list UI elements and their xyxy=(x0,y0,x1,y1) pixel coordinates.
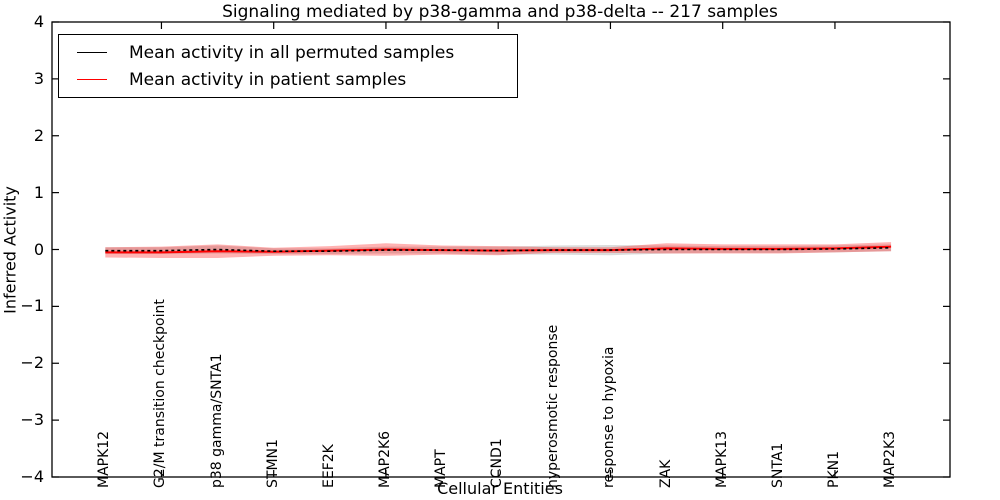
x-category-label: p38 gamma/SNTA1 xyxy=(208,353,225,489)
legend-entry-patient: Mean activity in patient samples xyxy=(59,67,517,93)
legend-label-patient: Mean activity in patient samples xyxy=(129,69,407,90)
x-category-label: response to hypoxia xyxy=(601,346,618,488)
legend-line-black-icon xyxy=(77,52,107,53)
y-tick-label: 3 xyxy=(33,68,44,88)
x-category-label: MAP2K6 xyxy=(376,430,393,488)
x-axis-label: Cellular Entities xyxy=(437,479,563,498)
y-tick-label: −1 xyxy=(20,296,44,316)
legend-label-permuted: Mean activity in all permuted samples xyxy=(129,42,455,63)
x-category-label: MAPT xyxy=(433,449,450,488)
legend-entry-permuted: Mean activity in all permuted samples xyxy=(59,40,517,66)
x-category-label: PKN1 xyxy=(825,450,842,488)
x-category-label: MAPK12 xyxy=(96,430,113,488)
x-category-label: MAPK13 xyxy=(713,430,730,488)
y-tick-label: 1 xyxy=(33,182,44,202)
y-tick-label: −4 xyxy=(20,467,44,486)
x-category-label: STMN1 xyxy=(264,439,281,488)
x-category-label: hyperosmotic response xyxy=(545,324,562,488)
x-category-label: SNTA1 xyxy=(769,442,786,488)
chart-title: Signaling mediated by p38-gamma and p38-… xyxy=(222,2,778,22)
y-tick-label: 0 xyxy=(33,239,44,259)
x-category-label: G2/M transition checkpoint xyxy=(152,299,169,488)
y-tick-label: 2 xyxy=(33,125,44,145)
y-tick-label: 4 xyxy=(33,12,44,31)
legend: Mean activity in all permuted samples Me… xyxy=(58,34,518,98)
x-category-label: CCND1 xyxy=(489,438,506,488)
legend-line-red-icon xyxy=(77,79,107,80)
x-category-label: EEF2K xyxy=(320,444,337,488)
x-category-label: MAP2K3 xyxy=(882,430,899,488)
y-tick-label: −2 xyxy=(20,353,44,373)
permuted-mean-line xyxy=(105,246,892,253)
x-category-label: ZAK xyxy=(657,459,674,488)
y-tick-label: −3 xyxy=(20,410,44,430)
